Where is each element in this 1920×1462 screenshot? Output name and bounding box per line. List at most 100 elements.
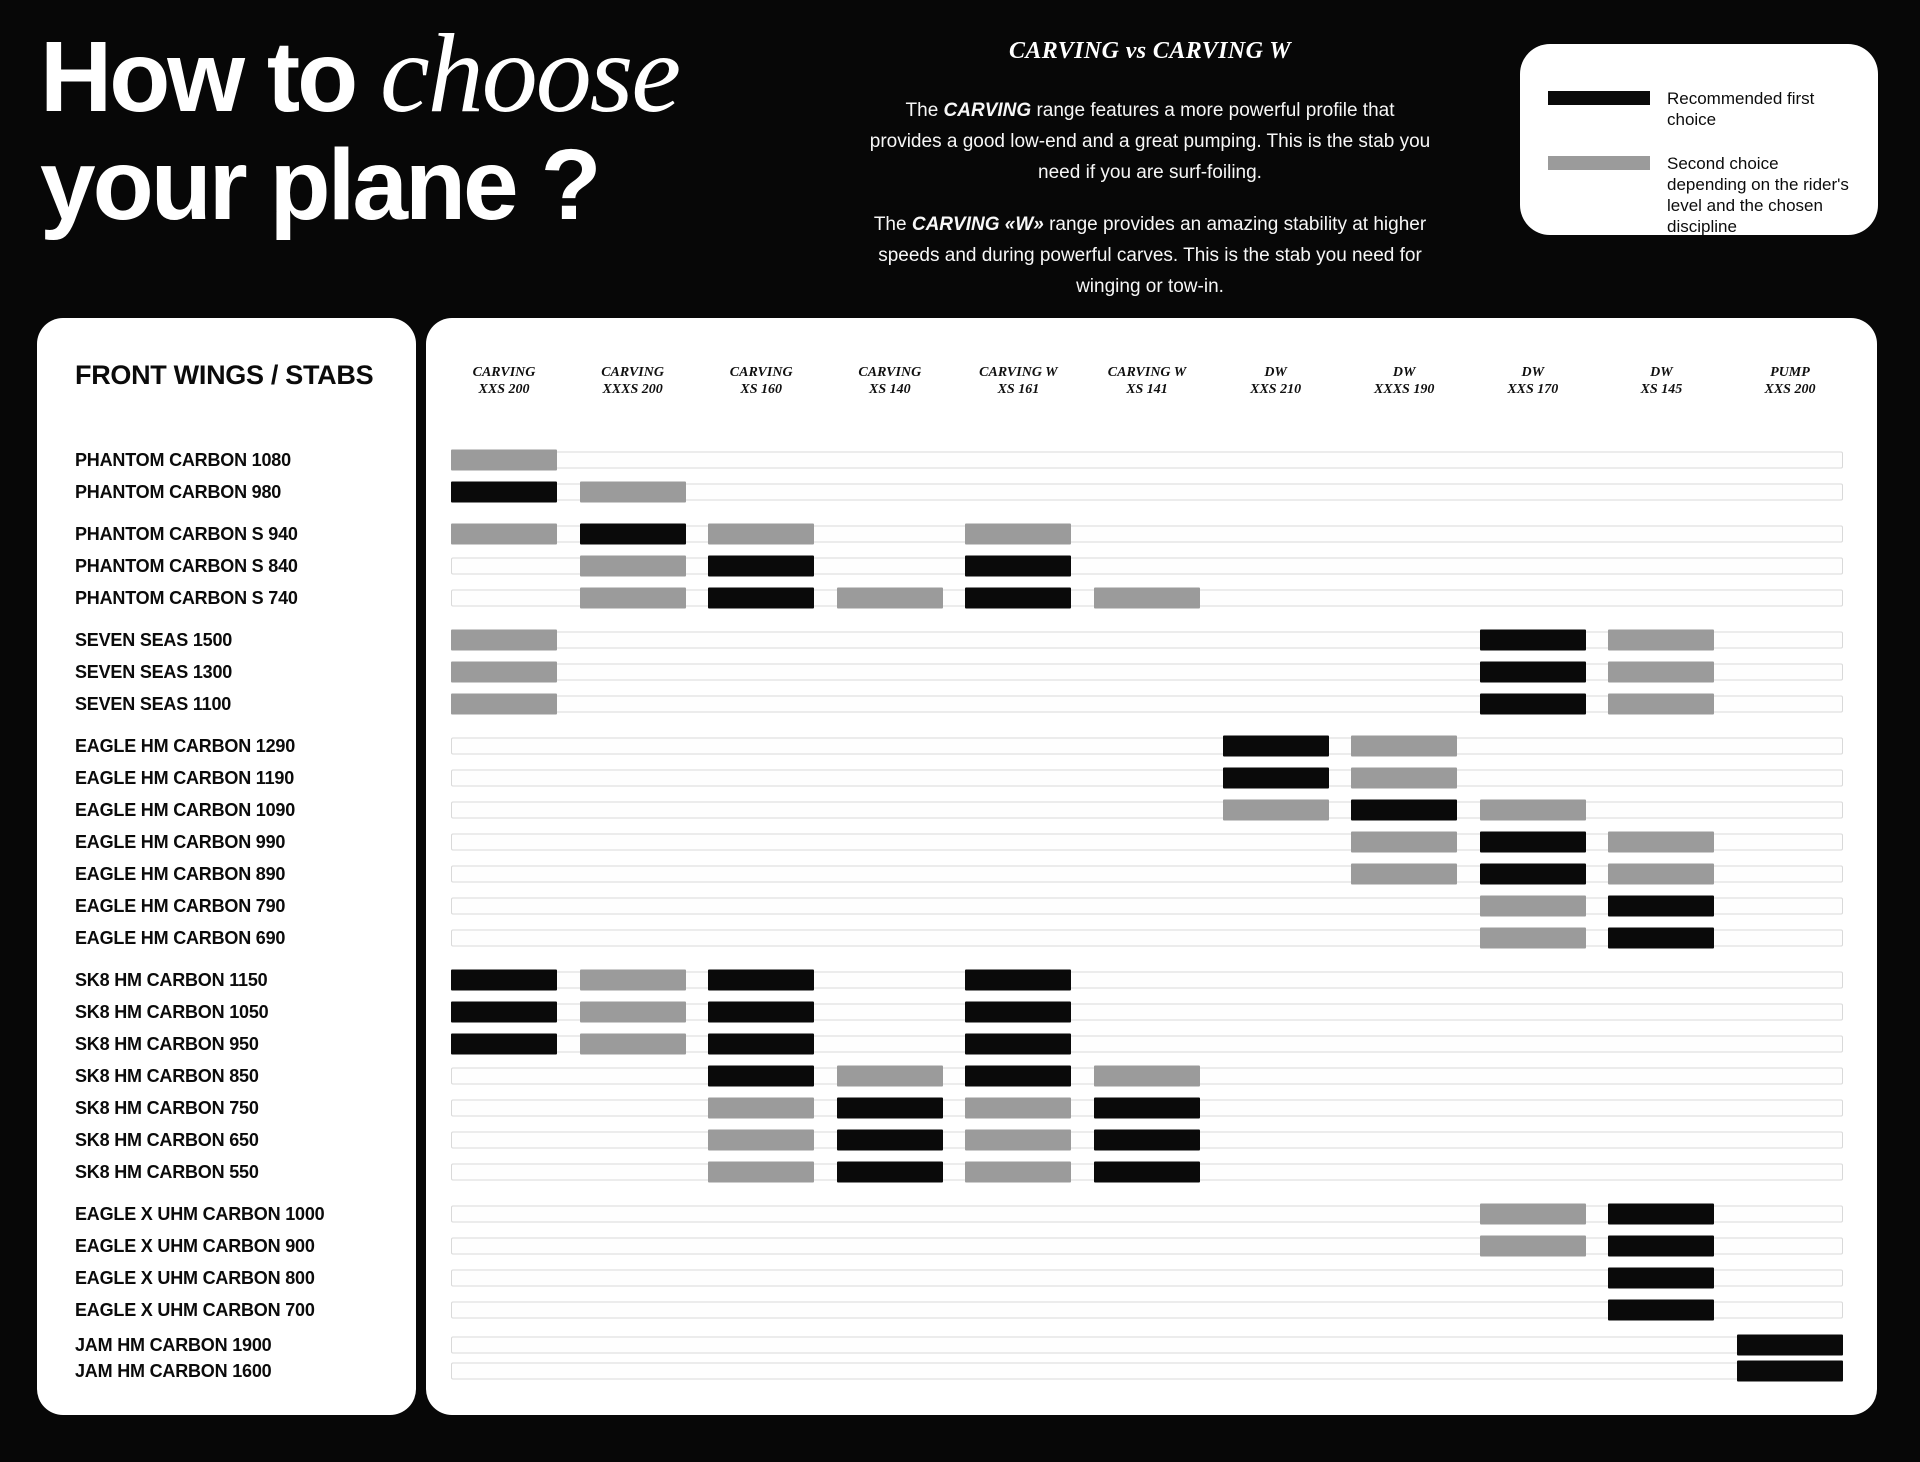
- column-header-8: DW XXXS 190: [1374, 364, 1434, 398]
- row-label: PHANTOM CARBON 1080: [75, 449, 291, 470]
- table-header: FRONT WINGS / STABS: [75, 360, 374, 390]
- matrix-rows-container: [451, 444, 1843, 1384]
- bar-first-choice: [1479, 661, 1586, 683]
- wing-group-tracks-5: [451, 964, 1843, 1188]
- bar-first-choice: [1736, 1334, 1843, 1356]
- column-header-1: CARVING XXS 200: [473, 364, 536, 398]
- column-header-11: PUMP XXS 200: [1765, 364, 1816, 398]
- bar-first-choice: [708, 587, 815, 609]
- bar-first-choice: [1479, 693, 1586, 715]
- row-label: SK8 HM CARBON 850: [75, 1065, 259, 1086]
- bar-second-choice: [1608, 831, 1715, 853]
- column-header-5: CARVING W XS 161: [979, 364, 1057, 398]
- intro-p1-emphasis: CARVING: [943, 100, 1032, 121]
- column-header-3: CARVING XS 160: [730, 364, 793, 398]
- column-range-label: CARVING: [858, 365, 922, 380]
- bar-first-choice: [1608, 1235, 1715, 1257]
- column-size-label: XS 161: [997, 382, 1040, 397]
- column-header-9: DW XXS 170: [1507, 364, 1558, 398]
- intro-paragraph-1: The CARVING range features a more powerf…: [867, 95, 1433, 188]
- bar-first-choice: [965, 1033, 1072, 1055]
- column-headers-container: CARVING XXS 200 CARVING XXXS 200 CARVING XS 1…: [451, 364, 1843, 410]
- bar-second-choice: [579, 1001, 686, 1023]
- track-background: [451, 1362, 1843, 1380]
- column-header-2: CARVING XXXS 200: [601, 364, 664, 398]
- bar-first-choice: [965, 587, 1072, 609]
- column-size-label: XS 140: [868, 382, 911, 397]
- bar-first-choice: [1093, 1097, 1200, 1119]
- legend-item-first-choice: Recommended first choice: [1548, 88, 1856, 130]
- track-background: [451, 451, 1843, 469]
- bar-second-choice: [1351, 735, 1458, 757]
- bar-first-choice: [451, 481, 557, 503]
- bar-second-choice: [579, 555, 686, 577]
- bar-second-choice: [836, 1065, 943, 1087]
- bar-second-choice: [1351, 767, 1458, 789]
- bar-first-choice: [836, 1097, 943, 1119]
- row-track: [451, 996, 1843, 1028]
- bar-second-choice: [1479, 895, 1586, 917]
- row-label: JAM HM CARBON 1600: [75, 1360, 272, 1381]
- track-background: [451, 1269, 1843, 1287]
- column-range-label: DW: [1392, 365, 1416, 380]
- row-label: SEVEN SEAS 1100: [75, 693, 232, 714]
- wing-group-tracks-3: [451, 624, 1843, 720]
- row-label: EAGLE HM CARBON 1290: [75, 735, 296, 756]
- bar-first-choice: [708, 1065, 815, 1087]
- row-label: EAGLE HM CARBON 690: [75, 927, 286, 948]
- bar-second-choice: [579, 1033, 686, 1055]
- column-size-label: XXS 200: [478, 382, 530, 397]
- row-label: SK8 HM CARBON 750: [75, 1097, 259, 1118]
- legend-label-first-choice: Recommended first choice: [1667, 89, 1815, 129]
- column-range-label: DW: [1521, 365, 1545, 380]
- bar-first-choice: [451, 969, 557, 991]
- row-track: [451, 518, 1843, 550]
- row-label: PHANTOM CARBON S 940: [75, 523, 298, 544]
- row-label: SEVEN SEAS 1300: [75, 661, 233, 682]
- wing-group-tracks-7: [451, 1332, 1843, 1384]
- bar-first-choice: [579, 523, 686, 545]
- bar-second-choice: [1351, 831, 1458, 853]
- legend: Recommended first choice Second choice d…: [1520, 44, 1878, 236]
- bar-second-choice: [1351, 863, 1458, 885]
- row-track: [451, 1358, 1843, 1384]
- row-track: [451, 1262, 1843, 1294]
- row-label: SK8 HM CARBON 650: [75, 1129, 259, 1150]
- wing-group-tracks-2: [451, 518, 1843, 614]
- column-range-label: DW: [1650, 365, 1673, 380]
- bar-second-choice: [451, 693, 557, 715]
- row-label: EAGLE X UHM CARBON 800: [75, 1267, 315, 1288]
- intro-text-block: CARVING vs CARVING W The CARVING range f…: [867, 38, 1433, 323]
- title-line1-regular: How to: [40, 21, 381, 133]
- row-label: EAGLE HM CARBON 790: [75, 895, 286, 916]
- column-range-label: PUMP: [1770, 365, 1810, 380]
- row-label: EAGLE X UHM CARBON 700: [75, 1299, 315, 1320]
- bar-second-choice: [451, 449, 557, 471]
- track-background: [451, 1301, 1843, 1319]
- bar-second-choice: [1093, 1065, 1200, 1087]
- bar-second-choice: [708, 1129, 815, 1151]
- track-background: [451, 737, 1843, 755]
- row-track: [451, 1060, 1843, 1092]
- column-range-label: DW: [1264, 365, 1287, 380]
- bar-first-choice: [1479, 629, 1586, 651]
- title-line-1: How to choose: [40, 18, 681, 133]
- column-size-label: XXXS 190: [1374, 382, 1435, 397]
- bar-second-choice: [1479, 927, 1586, 949]
- row-track: [451, 550, 1843, 582]
- column-size-label: XXXS 200: [602, 382, 663, 397]
- bar-second-choice: [708, 1161, 815, 1183]
- intro-heading: CARVING vs CARVING W: [1008, 38, 1292, 64]
- wing-group-labels-2: PHANTOM CARBON S 940 PHANTOM CARBON S 840…: [75, 518, 404, 614]
- bar-second-choice: [451, 661, 557, 683]
- row-label: PHANTOM CARBON S 840: [75, 555, 298, 576]
- row-track: [451, 444, 1843, 476]
- row-track: [451, 476, 1843, 508]
- row-label: SK8 HM CARBON 1150: [75, 969, 268, 990]
- intro-p1-post: range features a more powerful profile t…: [869, 100, 1431, 183]
- column-size-label: XS 160: [740, 382, 782, 397]
- bar-first-choice: [836, 1129, 943, 1151]
- row-track: [451, 794, 1843, 826]
- bar-second-choice: [965, 1097, 1072, 1119]
- column-header-4: CARVING XS 140: [858, 364, 921, 398]
